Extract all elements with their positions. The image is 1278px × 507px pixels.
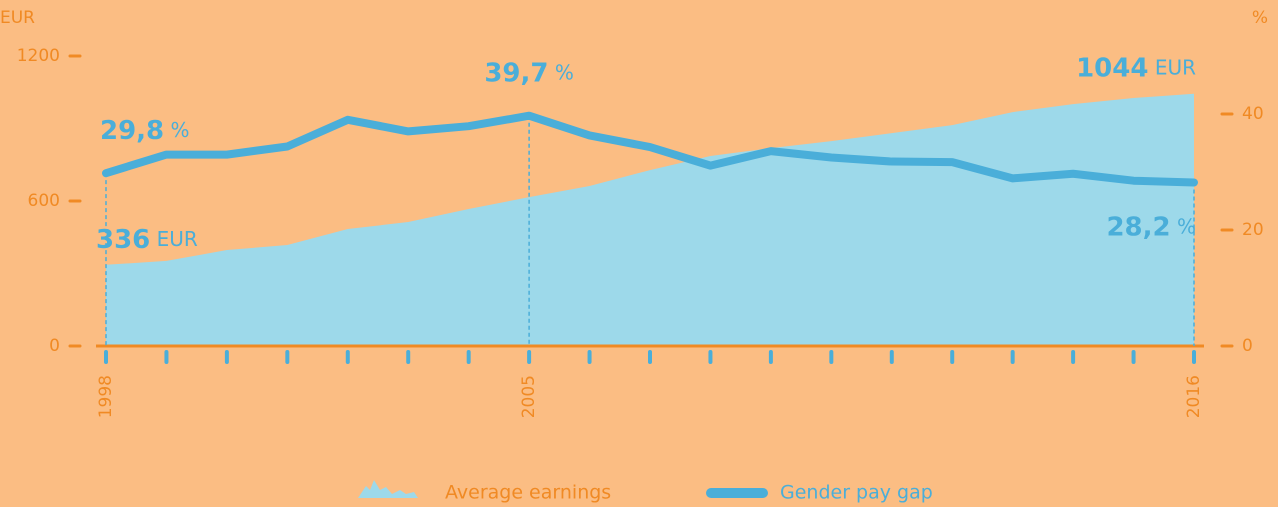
data-label: 29,8 %: [100, 116, 190, 146]
x-tick-label: 1998: [96, 375, 116, 418]
label-unit: %: [549, 60, 574, 84]
label-number: 39,7: [484, 58, 548, 88]
label-number: 336: [96, 224, 150, 254]
legend-label: Average earnings: [445, 482, 611, 504]
label-unit: EUR: [150, 226, 198, 250]
label-unit: %: [1171, 214, 1196, 238]
y2-axis-label: %: [1252, 8, 1268, 28]
y-tick-label: 0: [49, 336, 60, 356]
earnings-area: [106, 93, 1194, 346]
label-unit: %: [164, 118, 189, 142]
label-unit: EUR: [1148, 55, 1196, 79]
data-label: 1044 EUR: [1076, 53, 1196, 83]
legend-area-icon: [358, 480, 418, 498]
data-label: 336 EUR: [96, 224, 198, 254]
y-axis-label: EUR: [0, 8, 35, 28]
y-tick-label: 1200: [17, 46, 60, 66]
x-tick-label: 2005: [519, 375, 539, 418]
data-label: 39,7 %: [484, 58, 574, 88]
y2-tick-label: 20: [1242, 220, 1264, 240]
legend-label: Gender pay gap: [780, 482, 933, 504]
y2-tick-label: 40: [1242, 104, 1264, 124]
label-number: 29,8: [100, 116, 164, 146]
label-number: 28,2: [1106, 212, 1170, 242]
gap-line: [102, 111, 1198, 187]
label-number: 1044: [1076, 53, 1148, 83]
y2-tick-label: 0: [1242, 336, 1253, 356]
x-tick-label: 2016: [1184, 375, 1204, 418]
y-tick-label: 600: [28, 191, 60, 211]
data-label: 28,2 %: [1106, 212, 1196, 242]
